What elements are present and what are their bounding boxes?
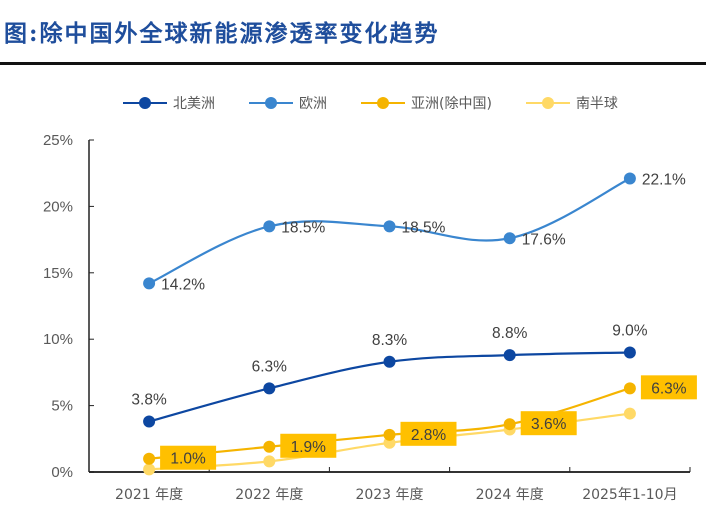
data-label: 2.8%: [411, 427, 447, 444]
data-point: [143, 452, 156, 465]
legend-label: 亚洲(除中国): [411, 96, 492, 112]
data-point: [623, 382, 636, 395]
y-tick-label: 10%: [43, 331, 73, 348]
data-point: [503, 349, 516, 362]
legend-item: 北美洲: [123, 93, 215, 113]
x-tick-label: 2025年1-10月: [582, 487, 677, 503]
data-label-box: [280, 433, 337, 458]
data-label: 6.3%: [651, 380, 687, 397]
x-tick-label: 2024 年度: [476, 487, 544, 503]
y-tick-label: 5%: [51, 398, 73, 415]
data-point: [263, 455, 276, 468]
data-point: [503, 418, 516, 431]
legend-item: 南半球: [525, 93, 618, 113]
data-label: 18.5%: [402, 219, 446, 236]
legend-item: 欧洲: [249, 93, 327, 113]
legend-label: 北美洲: [173, 96, 215, 112]
data-point: [383, 355, 396, 368]
legend-marker-icon: [249, 97, 293, 109]
x-tick-label: 2022 年度: [235, 487, 303, 503]
y-tick-label: 20%: [43, 198, 73, 215]
legend-marker-icon: [361, 97, 405, 109]
data-point: [383, 428, 396, 441]
data-label: 18.5%: [281, 219, 325, 236]
data-label: 1.0%: [170, 451, 206, 468]
data-label-box: [520, 411, 577, 436]
data-point: [503, 232, 516, 245]
data-point: [263, 382, 276, 395]
data-point: [263, 220, 276, 233]
legend-marker-icon: [525, 97, 570, 109]
data-label-box: [160, 445, 217, 470]
legend: 北美洲 欧洲 亚洲(除中国) 南半球: [123, 93, 618, 113]
data-point: [263, 440, 276, 453]
data-label-box: [640, 375, 697, 400]
data-point: [143, 463, 156, 476]
data-label: 8.8%: [492, 325, 528, 342]
data-label: 9.0%: [612, 322, 648, 339]
y-tick-label: 0%: [51, 464, 73, 481]
data-label: 3.8%: [131, 392, 167, 409]
data-point: [623, 346, 636, 359]
data-label: 3.6%: [531, 416, 567, 433]
x-tick-label: 2023 年度: [355, 487, 423, 503]
y-tick-label: 25%: [43, 132, 73, 149]
data-point: [143, 277, 156, 290]
data-point: [143, 415, 156, 428]
data-label-box: [400, 421, 457, 446]
data-point: [623, 172, 636, 185]
chart-title: 图:除中国外全球新能源渗透率变化趋势: [4, 20, 440, 47]
data-label: 17.6%: [522, 231, 566, 248]
data-label: 6.3%: [252, 358, 288, 375]
data-point: [623, 407, 636, 420]
data-label: 8.3%: [372, 332, 408, 349]
data-point: [383, 220, 396, 233]
legend-label: 欧洲: [299, 96, 327, 112]
data-label: 22.1%: [642, 172, 686, 189]
data-label: 14.2%: [161, 276, 205, 293]
title-divider: [0, 62, 706, 65]
legend-label: 南半球: [575, 96, 618, 112]
legend-marker-icon: [123, 97, 167, 109]
data-label: 1.9%: [291, 439, 327, 456]
y-tick-label: 15%: [43, 265, 73, 282]
legend-item: 亚洲(除中国): [361, 93, 492, 113]
x-tick-label: 2021 年度: [115, 487, 183, 503]
